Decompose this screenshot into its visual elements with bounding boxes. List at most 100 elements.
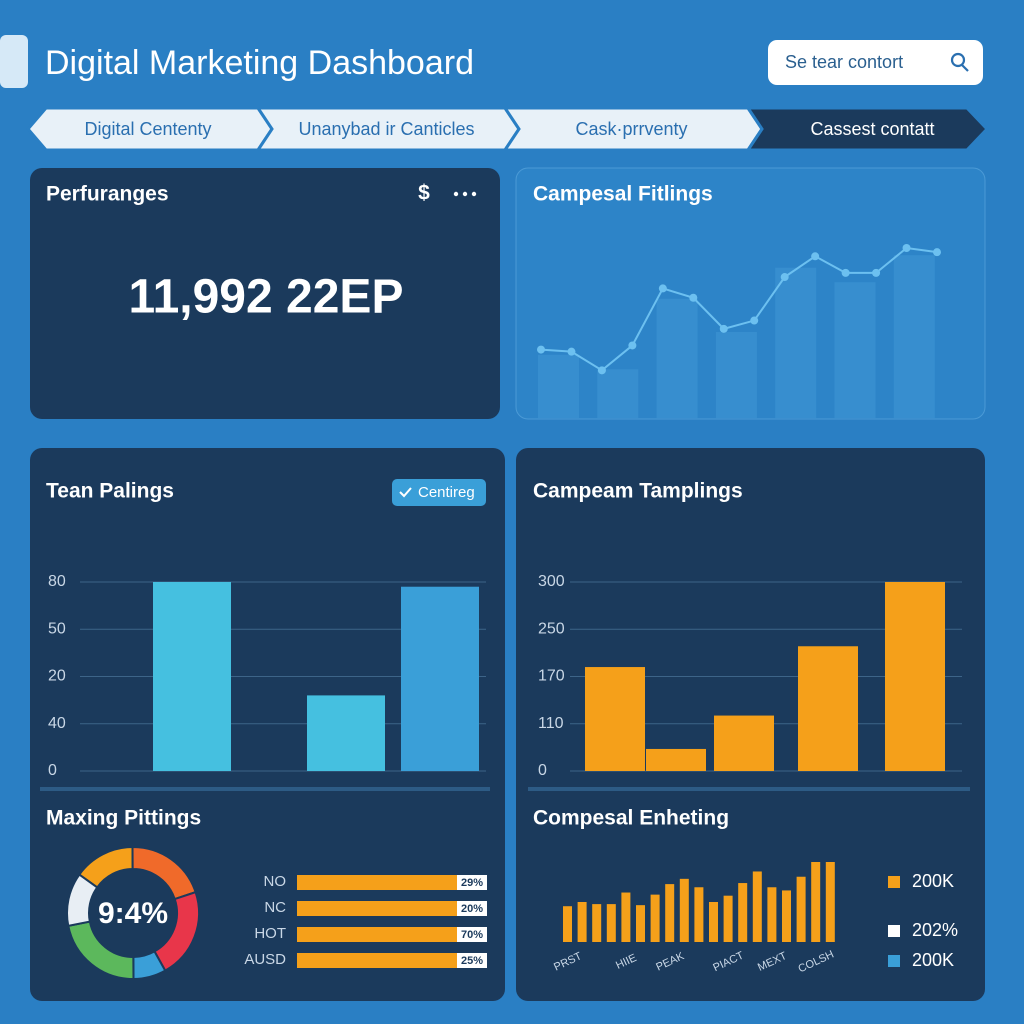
bar	[563, 906, 572, 942]
bar	[825, 862, 835, 942]
point	[811, 252, 820, 261]
bar	[650, 894, 660, 942]
check-icon	[399, 487, 412, 498]
bar	[636, 905, 645, 942]
kpi-value: 11,992 22EP	[129, 271, 404, 324]
panel-title: Compesal Enheting	[533, 807, 729, 830]
point	[933, 248, 941, 257]
y-axis-label: 80	[48, 573, 66, 590]
point	[841, 268, 850, 277]
progress-track	[297, 953, 487, 968]
breadcrumb-label: Cassest contatt	[810, 119, 934, 139]
page-title: Digital Marketing Dashboard	[45, 44, 474, 82]
point	[780, 273, 789, 282]
point	[567, 347, 576, 356]
currency-icon[interactable]: $	[418, 182, 430, 205]
row-label: AUSD	[244, 951, 286, 968]
panel-title: Maxing Pittings	[46, 807, 201, 830]
progress-track	[297, 927, 487, 942]
progress-track	[297, 875, 487, 890]
kpi-panel	[30, 168, 500, 419]
side-tab[interactable]	[0, 35, 28, 88]
progress-track	[297, 901, 487, 916]
bar	[885, 582, 945, 771]
row-label: NC	[264, 899, 286, 916]
legend-label: 202%	[912, 920, 958, 940]
bar	[606, 904, 616, 942]
row-value: 20%	[461, 903, 483, 915]
donut-center-label: 9:4%	[98, 897, 168, 930]
panel-title: Campeam Tamplings	[533, 480, 743, 503]
badge-label: Centireg	[418, 484, 475, 501]
y-axis-label: 50	[48, 620, 66, 637]
panel-title: Tean Palings	[46, 480, 174, 503]
donut-segment	[66, 873, 99, 928]
bar	[679, 878, 689, 942]
bar	[656, 298, 698, 418]
more-menu[interactable]	[453, 191, 477, 197]
point	[597, 366, 606, 375]
legend-swatch	[888, 925, 900, 937]
bar	[597, 369, 639, 418]
row-label: NO	[264, 873, 287, 890]
bar	[577, 902, 587, 942]
bar	[592, 904, 602, 942]
breadcrumb-label: Unanybad ir Canticles	[298, 119, 474, 139]
bar	[694, 887, 704, 942]
bar	[709, 902, 718, 942]
legend-label: 200K	[912, 950, 954, 970]
progress-tag	[457, 901, 487, 916]
bar	[752, 871, 762, 942]
panel-title: Perfuranges	[46, 183, 169, 206]
y-axis-label: 20	[48, 668, 66, 685]
y-axis-label: 170	[538, 668, 565, 685]
breadcrumb-label: Digital Cententy	[84, 119, 211, 139]
line	[540, 246, 938, 372]
point	[689, 293, 698, 302]
bar	[767, 887, 777, 942]
bar	[796, 876, 806, 942]
legend-swatch	[888, 876, 900, 888]
search-box[interactable]	[768, 40, 983, 85]
panel-title: Campesal Fitlings	[533, 183, 713, 206]
point	[872, 268, 881, 277]
bar	[723, 895, 733, 942]
bar	[798, 646, 858, 771]
bar	[621, 892, 631, 942]
bar	[665, 884, 675, 942]
point	[658, 284, 667, 293]
point	[537, 345, 545, 354]
y-axis-label: 0	[48, 762, 57, 779]
bar	[401, 586, 479, 771]
point	[750, 316, 759, 325]
bar	[775, 267, 817, 418]
point	[719, 324, 728, 333]
bar	[585, 667, 645, 771]
y-axis-label: 0	[538, 762, 547, 779]
bar	[538, 354, 579, 418]
breadcrumb-step[interactable]	[745, 106, 990, 152]
row-value: 25%	[461, 955, 483, 967]
search-placeholder: Se tear contort	[785, 52, 903, 72]
badge[interactable]	[392, 479, 486, 506]
row-value: 70%	[461, 929, 483, 941]
bar	[893, 255, 935, 418]
bar	[738, 883, 748, 942]
y-axis-label: 40	[48, 715, 66, 732]
y-axis-label: 300	[538, 573, 565, 590]
bar	[715, 331, 757, 418]
bar	[153, 582, 231, 771]
progress-tag	[457, 953, 487, 968]
search-icon[interactable]	[950, 52, 969, 72]
bar	[811, 862, 821, 942]
bar	[307, 695, 385, 771]
legend-swatch	[888, 955, 900, 967]
progress-tag	[457, 875, 487, 890]
breadcrumb-label: Cask·prrventy	[575, 119, 687, 139]
bar	[834, 282, 876, 418]
point	[628, 341, 637, 350]
y-axis-label: 250	[538, 620, 565, 637]
y-axis-label: 110	[538, 715, 564, 732]
